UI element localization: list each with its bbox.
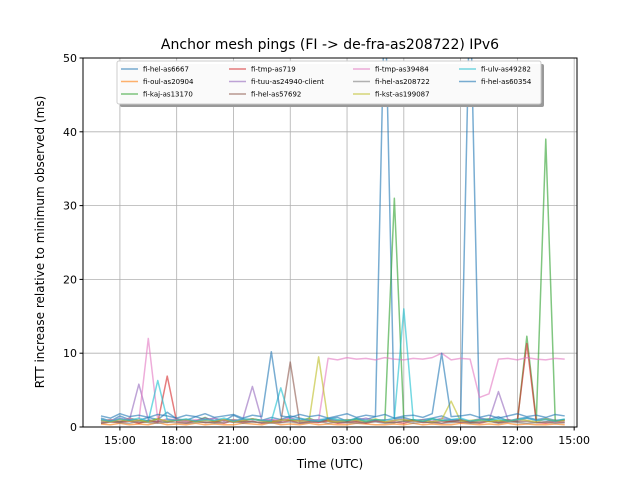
legend-box [116,60,542,105]
y-tick-label: 50 [63,52,77,65]
plot-frame [82,57,578,428]
legend-label: fi-tuu-as24940-client [251,78,324,86]
y-tick-label: 40 [63,126,77,139]
legend-label: fi-oul-as20904 [143,78,194,86]
x-tick-label: 06:00 [388,434,420,447]
y-tick-label: 10 [63,347,77,360]
legend-label: fi-ulv-as49282 [481,66,531,74]
x-tick-label: 00:00 [274,434,306,447]
legend-label: fi-tmp-as719 [251,66,296,74]
series-line [100,308,565,422]
x-tick-label: 09:00 [445,434,477,447]
series-line [100,337,565,422]
axes: 0 10 20 30 40 50 15:00 18:00 21:00 00:00 03:00 06:0… [63,52,590,447]
x-tick-label: 15:00 [104,434,136,447]
legend: fi-hel-as6667 fi-oul-as20904 fi-kaj-as1317… [116,60,544,107]
y-tick-label: 20 [63,273,77,286]
legend-label: fi-tmp-as39484 [375,66,429,74]
y-tick-label: 0 [70,421,77,434]
plot-lines [100,58,565,426]
legend-label: fi-kst-as199087 [375,91,430,99]
x-tick-label: 18:00 [161,434,193,447]
series-line [100,421,565,426]
x-axis-label: Time (UTC) [296,457,363,471]
series-line [100,350,565,419]
legend-label: fi-hel-as57692 [251,91,301,99]
y-axis-label: RTT increase relative to minimum observe… [33,96,47,389]
x-tick-label: 21:00 [218,434,250,447]
legend-label: fi-hel-as208722 [375,78,430,86]
legend-label: fi-kaj-as13170 [143,91,193,99]
grid [83,57,577,428]
y-tick-label: 30 [63,200,77,213]
legend-label: fi-hel-as6667 [143,66,189,74]
legend-label: fi-hel-as60354 [481,78,532,86]
x-tick-label: 12:00 [502,434,534,447]
x-tick-label: 15:00 [558,434,590,447]
chart-title: Anchor mesh pings (FI -> de-fra-as208722… [161,37,499,53]
x-tick-label: 03:00 [331,434,363,447]
